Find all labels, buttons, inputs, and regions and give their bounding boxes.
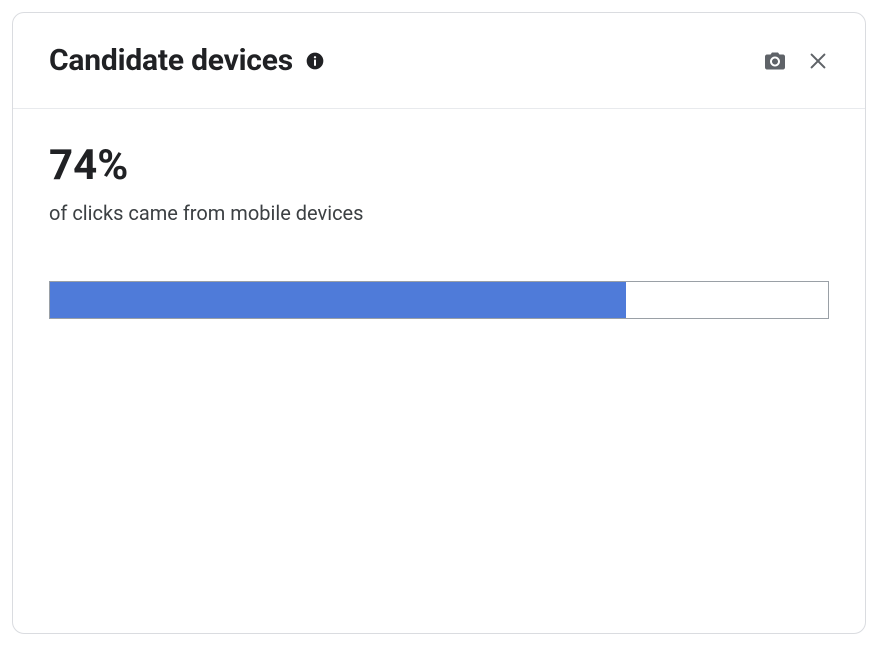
stat-caption: of clicks came from mobile devices (49, 201, 829, 225)
close-icon[interactable] (807, 50, 829, 72)
progress-fill (50, 282, 626, 318)
card-body: 74% of clicks came from mobile devices (13, 109, 865, 353)
camera-icon[interactable] (763, 49, 787, 73)
title-group: Candidate devices (49, 43, 325, 78)
card-header: Candidate devices (13, 13, 865, 109)
progress-bar (49, 281, 829, 319)
card-title: Candidate devices (49, 43, 293, 78)
info-icon[interactable] (305, 51, 325, 71)
header-actions (763, 49, 829, 73)
candidate-devices-card: Candidate devices (12, 12, 866, 634)
stat-value: 74% (49, 143, 829, 189)
